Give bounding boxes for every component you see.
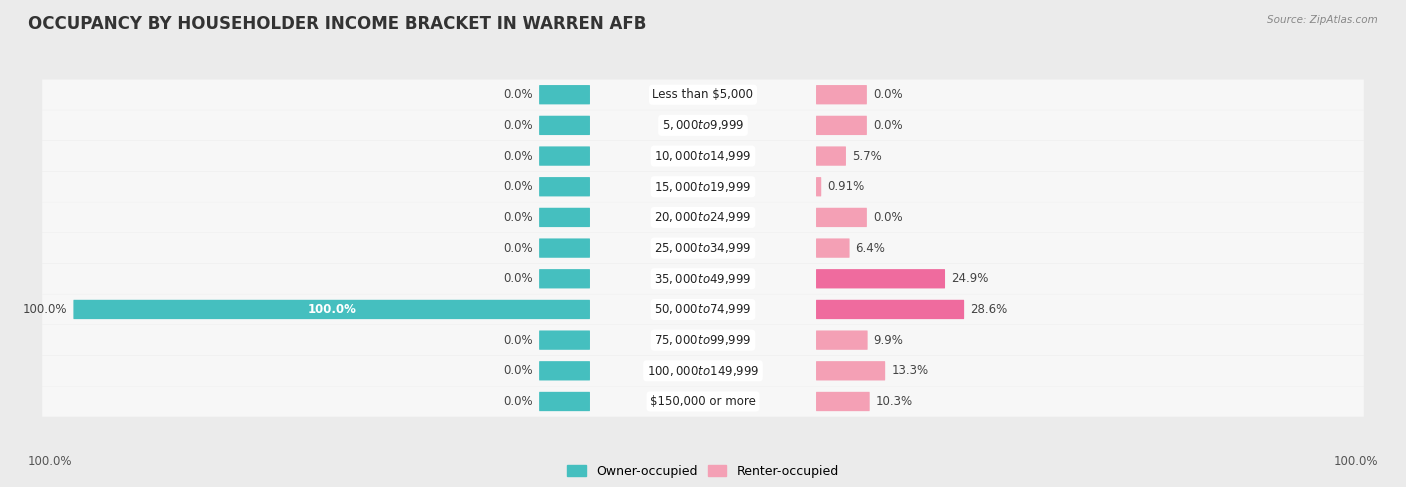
FancyBboxPatch shape xyxy=(42,233,1364,263)
Text: 6.4%: 6.4% xyxy=(856,242,886,255)
FancyBboxPatch shape xyxy=(815,361,886,380)
Text: 100.0%: 100.0% xyxy=(28,454,73,468)
Text: 100.0%: 100.0% xyxy=(308,303,356,316)
Text: $25,000 to $34,999: $25,000 to $34,999 xyxy=(654,241,752,255)
Text: 24.9%: 24.9% xyxy=(950,272,988,285)
Text: 0.0%: 0.0% xyxy=(873,119,903,132)
Text: 0.91%: 0.91% xyxy=(827,180,865,193)
Text: 0.0%: 0.0% xyxy=(873,211,903,224)
Text: 13.3%: 13.3% xyxy=(891,364,928,377)
Text: $75,000 to $99,999: $75,000 to $99,999 xyxy=(654,333,752,347)
FancyBboxPatch shape xyxy=(42,325,1364,356)
FancyBboxPatch shape xyxy=(815,116,868,135)
FancyBboxPatch shape xyxy=(538,361,591,380)
Text: 0.0%: 0.0% xyxy=(503,180,533,193)
FancyBboxPatch shape xyxy=(42,202,1364,233)
FancyBboxPatch shape xyxy=(815,300,965,319)
FancyBboxPatch shape xyxy=(538,239,591,258)
FancyBboxPatch shape xyxy=(815,331,868,350)
Text: 0.0%: 0.0% xyxy=(503,211,533,224)
FancyBboxPatch shape xyxy=(538,85,591,104)
Text: Source: ZipAtlas.com: Source: ZipAtlas.com xyxy=(1267,15,1378,25)
Text: 100.0%: 100.0% xyxy=(1333,454,1378,468)
Text: 0.0%: 0.0% xyxy=(873,88,903,101)
Text: $15,000 to $19,999: $15,000 to $19,999 xyxy=(654,180,752,194)
FancyBboxPatch shape xyxy=(538,208,591,227)
Text: $150,000 or more: $150,000 or more xyxy=(650,395,756,408)
Text: 9.9%: 9.9% xyxy=(873,334,904,347)
FancyBboxPatch shape xyxy=(42,141,1364,171)
FancyBboxPatch shape xyxy=(538,331,591,350)
FancyBboxPatch shape xyxy=(815,208,868,227)
Text: 28.6%: 28.6% xyxy=(970,303,1008,316)
Text: 5.7%: 5.7% xyxy=(852,150,882,163)
Text: 0.0%: 0.0% xyxy=(503,242,533,255)
FancyBboxPatch shape xyxy=(538,269,591,288)
Text: OCCUPANCY BY HOUSEHOLDER INCOME BRACKET IN WARREN AFB: OCCUPANCY BY HOUSEHOLDER INCOME BRACKET … xyxy=(28,15,647,33)
Text: $100,000 to $149,999: $100,000 to $149,999 xyxy=(647,364,759,378)
FancyBboxPatch shape xyxy=(42,386,1364,417)
Text: 100.0%: 100.0% xyxy=(22,303,67,316)
FancyBboxPatch shape xyxy=(815,269,945,288)
FancyBboxPatch shape xyxy=(42,171,1364,202)
FancyBboxPatch shape xyxy=(42,263,1364,294)
FancyBboxPatch shape xyxy=(73,300,591,319)
FancyBboxPatch shape xyxy=(815,392,870,411)
Text: 10.3%: 10.3% xyxy=(876,395,912,408)
Text: $5,000 to $9,999: $5,000 to $9,999 xyxy=(662,118,744,132)
FancyBboxPatch shape xyxy=(538,392,591,411)
Legend: Owner-occupied, Renter-occupied: Owner-occupied, Renter-occupied xyxy=(562,460,844,483)
FancyBboxPatch shape xyxy=(42,79,1364,110)
FancyBboxPatch shape xyxy=(815,85,868,104)
FancyBboxPatch shape xyxy=(42,356,1364,386)
FancyBboxPatch shape xyxy=(538,116,591,135)
Text: $50,000 to $74,999: $50,000 to $74,999 xyxy=(654,302,752,317)
FancyBboxPatch shape xyxy=(538,177,591,196)
Text: 0.0%: 0.0% xyxy=(503,119,533,132)
Text: 0.0%: 0.0% xyxy=(503,395,533,408)
Text: Less than $5,000: Less than $5,000 xyxy=(652,88,754,101)
Text: $35,000 to $49,999: $35,000 to $49,999 xyxy=(654,272,752,286)
Text: 0.0%: 0.0% xyxy=(503,88,533,101)
Text: $10,000 to $14,999: $10,000 to $14,999 xyxy=(654,149,752,163)
FancyBboxPatch shape xyxy=(815,239,849,258)
Text: 0.0%: 0.0% xyxy=(503,272,533,285)
Text: 0.0%: 0.0% xyxy=(503,334,533,347)
Text: 0.0%: 0.0% xyxy=(503,150,533,163)
FancyBboxPatch shape xyxy=(42,294,1364,325)
FancyBboxPatch shape xyxy=(42,110,1364,141)
FancyBboxPatch shape xyxy=(815,177,821,196)
Text: 0.0%: 0.0% xyxy=(503,364,533,377)
Text: $20,000 to $24,999: $20,000 to $24,999 xyxy=(654,210,752,225)
FancyBboxPatch shape xyxy=(815,147,846,166)
FancyBboxPatch shape xyxy=(538,147,591,166)
